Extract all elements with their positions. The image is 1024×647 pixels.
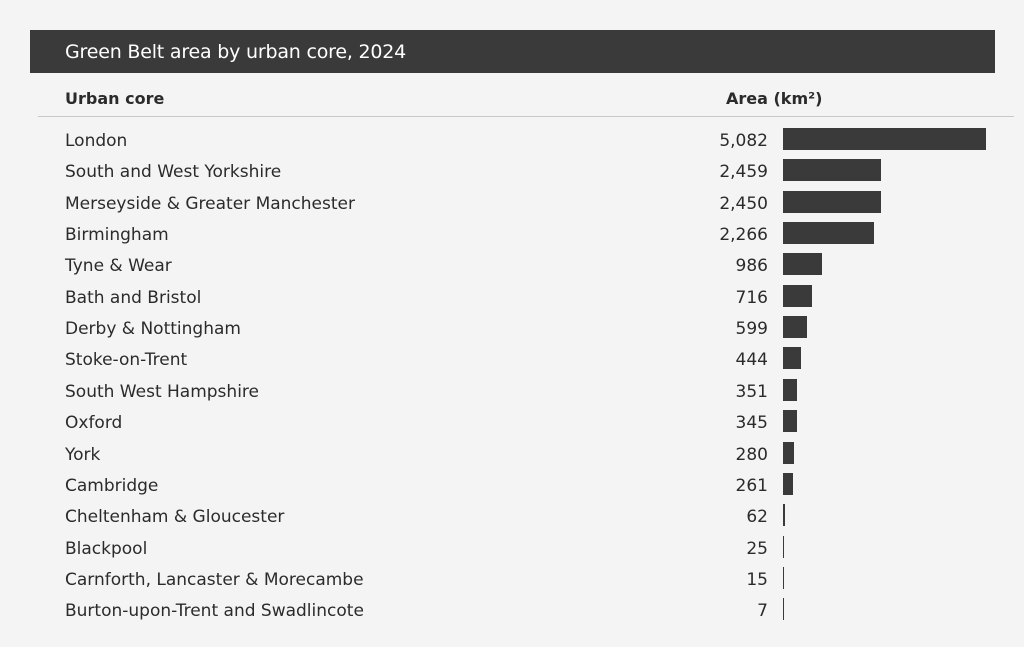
bar-value-label: 5,082: [719, 131, 768, 151]
bar-value-label: 7: [757, 601, 768, 622]
bar-value-label: 2,459: [719, 162, 768, 183]
bar-value-label: 716: [735, 287, 768, 308]
bar: [783, 347, 801, 370]
column-header-urban-core: Urban core: [65, 89, 165, 108]
bar-value-label: 62: [746, 507, 768, 528]
bar-row: Merseyside & Greater Manchester 2,450: [0, 190, 1024, 221]
bar-value-label: 15: [746, 569, 768, 590]
bar: [783, 598, 784, 621]
bar-category-label: Blackpool: [65, 538, 148, 559]
header-divider: [38, 116, 1014, 117]
bar-value-label: 261: [735, 475, 768, 496]
bar-row: Carnforth, Lancaster & Morecambe 15: [0, 566, 1024, 597]
bar-row: Cambridge 261: [0, 472, 1024, 503]
bar: [783, 535, 784, 558]
bar-value-label: 986: [735, 256, 768, 277]
bar: [783, 316, 807, 339]
bar-row: Birmingham 2,266: [0, 221, 1024, 252]
bar-row: Blackpool 25: [0, 535, 1024, 566]
bar-row: London 5,082: [0, 127, 1024, 158]
bar: [783, 159, 882, 182]
bar-category-label: Burton-upon-Trent and Swadlincote: [65, 601, 364, 622]
bar-row: South and West Yorkshire 2,459: [0, 158, 1024, 189]
bar-category-label: Merseyside & Greater Manchester: [65, 193, 355, 214]
bar-category-label: York: [65, 444, 101, 465]
column-header-area: Area (km²): [726, 89, 823, 108]
bar: [783, 378, 798, 401]
bar-category-label: Birmingham: [65, 225, 169, 246]
chart-title-bar: Green Belt area by urban core, 2024: [30, 30, 995, 73]
bar-category-label: Oxford: [65, 413, 123, 434]
bar: [783, 190, 881, 213]
bar-value-label: 444: [735, 350, 768, 371]
bar-value-label: 345: [735, 413, 768, 434]
bar-row: Oxford 345: [0, 409, 1024, 440]
bar-row: South West Hampshire 351: [0, 378, 1024, 409]
bar-category-label: Carnforth, Lancaster & Morecambe: [65, 569, 364, 590]
bar-category-label: Tyne & Wear: [65, 256, 172, 277]
bar: [783, 222, 874, 245]
bar-category-label: Stoke-on-Trent: [65, 350, 188, 371]
bar-row: Bath and Bristol 716: [0, 284, 1024, 315]
bar: [783, 284, 812, 307]
bar: [783, 441, 795, 464]
bar-category-label: South West Hampshire: [65, 381, 259, 402]
bar-value-label: 2,266: [719, 225, 768, 246]
bar-category-label: Cheltenham & Gloucester: [65, 507, 285, 528]
bar: [783, 410, 797, 433]
bar: [783, 128, 986, 150]
bar: [783, 253, 823, 276]
bar-row: Cheltenham & Gloucester 62: [0, 503, 1024, 534]
bar: [783, 566, 784, 589]
bar-row: Tyne & Wear 986: [0, 252, 1024, 283]
bar-value-label: 599: [735, 319, 768, 340]
bar-row: Burton-upon-Trent and Swadlincote 7: [0, 597, 1024, 628]
bar-row: Derby & Nottingham 599: [0, 315, 1024, 346]
bar-category-label: South and West Yorkshire: [65, 162, 282, 183]
bar-value-label: 2,450: [719, 193, 768, 214]
bar-category-label: Derby & Nottingham: [65, 319, 241, 340]
bar: [783, 472, 794, 495]
bar: [783, 504, 786, 527]
bar-value-label: 351: [735, 381, 768, 402]
bar-category-label: London: [65, 131, 128, 151]
bar-row: Stoke-on-Trent 444: [0, 346, 1024, 377]
bar-category-label: Bath and Bristol: [65, 287, 202, 308]
bar-row: York 280: [0, 441, 1024, 472]
bar-value-label: 280: [735, 444, 768, 465]
bar-category-label: Cambridge: [65, 475, 159, 496]
bar-value-label: 25: [746, 538, 768, 559]
chart-title: Green Belt area by urban core, 2024: [65, 41, 407, 63]
